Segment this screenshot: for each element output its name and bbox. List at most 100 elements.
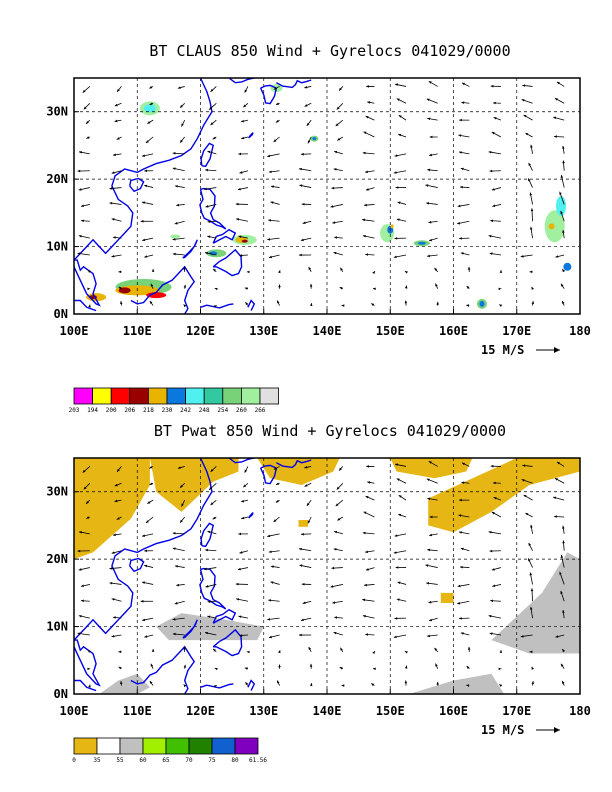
wind-arrowhead: [172, 547, 176, 551]
x-tick-label: 110E: [123, 704, 152, 718]
wind-arrowhead: [554, 478, 558, 481]
wind-arrowhead: [78, 151, 82, 154]
wind-arrowhead: [490, 464, 494, 468]
wind-arrowhead: [490, 219, 494, 223]
wind-arrowhead: [339, 87, 342, 91]
wind-arrowhead: [559, 191, 562, 195]
wind-arrowhead: [180, 104, 183, 108]
wind-arrowhead: [434, 647, 438, 651]
wind-arrowhead: [425, 184, 429, 187]
wind-arrowhead: [144, 169, 147, 173]
wind-arrowhead: [176, 203, 180, 207]
wind-arrowhead: [397, 581, 401, 585]
wind-arrowhead: [144, 549, 147, 553]
wind-arrowhead: [210, 502, 214, 506]
coastline: [130, 265, 196, 314]
coastline: [276, 459, 312, 469]
wind-arrowhead: [562, 160, 565, 164]
wind-arrowhead: [301, 582, 305, 586]
wind-arrowhead: [273, 519, 277, 522]
wind-arrowhead: [174, 221, 178, 225]
wind-arrowhead: [273, 467, 277, 470]
wind-arrowhead: [114, 499, 118, 503]
wind-arrowhead: [172, 618, 176, 621]
wind-arrowhead: [213, 305, 217, 308]
wind-arrowhead: [457, 584, 461, 588]
wind-arrowhead: [270, 185, 274, 188]
wind-arrowhead: [87, 270, 91, 273]
wind-arrowhead: [301, 532, 304, 536]
wind-arrowhead: [277, 680, 280, 684]
wind-arrowhead: [78, 614, 82, 618]
wind-arrowhead: [521, 99, 525, 102]
wind-arrowhead: [77, 252, 81, 255]
wind-arrowhead: [109, 187, 113, 190]
coastline: [247, 299, 256, 311]
wind-scale-arrowhead: [554, 727, 560, 733]
x-tick-label: 120E: [186, 704, 215, 718]
wind-arrowhead: [521, 479, 525, 482]
wind-arrowhead: [334, 236, 338, 239]
colorbar-label: 242: [180, 407, 191, 414]
wind-arrowhead: [427, 634, 430, 638]
wind-arrowhead: [86, 516, 90, 519]
x-tick-label: 160E: [439, 704, 468, 718]
wind-arrowhead: [334, 150, 338, 154]
colorbar-swatch: [185, 387, 205, 405]
wind-arrowhead: [489, 632, 493, 635]
wind-arrowhead: [466, 684, 470, 687]
wind-arrowhead: [466, 666, 470, 669]
wind-arrowhead: [458, 134, 462, 137]
colorbar-swatch: [203, 387, 224, 405]
wind-arrowhead: [88, 304, 91, 308]
wind-arrowhead: [278, 650, 281, 654]
wind-arrowhead: [210, 468, 214, 472]
wind-arrowhead: [304, 465, 308, 469]
wind-arrowhead: [237, 567, 241, 571]
field-contour: [241, 239, 248, 243]
wind-arrowhead: [459, 185, 463, 189]
wind-arrowhead: [275, 499, 279, 503]
wind-arrowhead: [118, 650, 122, 654]
wind-arrowhead: [427, 254, 430, 258]
wind-arrowhead: [529, 650, 533, 654]
wind-arrowhead: [396, 598, 400, 602]
wind-arrowhead: [393, 171, 397, 174]
wind-arrowhead: [299, 167, 302, 171]
wind-arrowhead: [428, 81, 432, 84]
x-tick-label: 170E: [502, 704, 531, 718]
wind-arrowhead: [333, 631, 337, 635]
coastline: [259, 464, 278, 485]
wind-arrowhead: [151, 269, 155, 272]
wind-arrowhead: [488, 150, 492, 154]
wind-arrowhead: [209, 106, 213, 110]
wind-arrowhead: [436, 681, 440, 685]
wind-arrowhead: [78, 531, 82, 534]
wind-arrowhead: [457, 221, 461, 225]
wind-arrowhead: [237, 187, 241, 191]
wind-arrowhead: [302, 221, 306, 225]
coastline: [74, 78, 213, 261]
wind-arrowhead: [246, 650, 250, 654]
x-tick-label: 100E: [60, 704, 89, 718]
wind-arrowhead: [86, 121, 89, 124]
wind-arrowhead: [172, 167, 176, 171]
wind-arrowhead: [111, 218, 115, 221]
wind-arrowhead: [241, 516, 245, 520]
wind-arrowhead: [207, 220, 211, 224]
wind-arrowhead: [529, 270, 533, 274]
wind-arrowhead: [267, 534, 271, 538]
coastline: [247, 132, 254, 139]
x-tick-label: 140E: [313, 704, 342, 718]
wind-arrowhead: [278, 664, 281, 668]
map-area: [74, 78, 580, 314]
wind-arrowhead: [205, 205, 209, 208]
wind-arrowhead: [491, 512, 495, 515]
wind-arrowhead: [111, 598, 115, 601]
wind-arrowhead: [428, 600, 432, 604]
wind-arrowhead: [302, 601, 306, 605]
wind-arrowhead: [396, 98, 400, 101]
wind-arrowhead: [239, 634, 243, 637]
wind-arrowhead: [364, 203, 367, 207]
wind-arrowhead: [309, 683, 313, 687]
